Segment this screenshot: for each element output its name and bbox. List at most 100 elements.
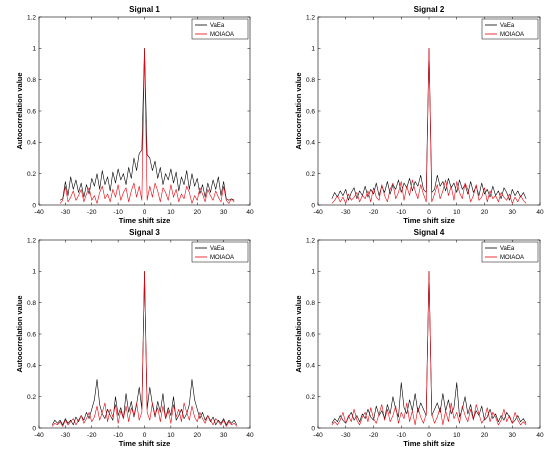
x-tick-label: -20 (369, 432, 379, 439)
y-axis-label: Autocorrelation value (294, 295, 303, 372)
y-tick-label: 1.2 (27, 14, 36, 21)
y-axis-label: Autocorrelation value (15, 295, 24, 372)
x-tick-label: 20 (481, 209, 489, 216)
series-line-moiaoa (51, 271, 238, 427)
legend: VaEa MOIAOA (481, 18, 539, 40)
x-tick-label: -20 (87, 209, 97, 216)
x-tick-label: 10 (453, 209, 461, 216)
y-tick-label: 0.8 (306, 300, 315, 307)
chart-title: Signal 2 (414, 5, 445, 14)
legend: VaEa MOIAOA (191, 18, 249, 40)
x-tick-label: 40 (246, 209, 254, 216)
y-tick-label: 0.2 (306, 171, 315, 178)
legend-label: MOIAOA (500, 32, 524, 38)
chart-3: -40 -30 -20 -10 0 10 20 30 40 0 0.2 0.4 0.6 0.8 1 1.2 Si… (15, 228, 254, 448)
legend: VaEa MOIAOA (191, 241, 249, 263)
x-tick-label: 30 (509, 209, 517, 216)
x-tick-label: 10 (453, 432, 461, 439)
x-tick-label: 30 (509, 432, 517, 439)
series-line-vaea (59, 48, 235, 201)
chart-title: Signal 3 (129, 228, 160, 237)
x-tick-label: -10 (397, 432, 407, 439)
x-tick-label: -10 (113, 432, 123, 439)
y-tick-label: 0 (32, 202, 36, 209)
y-axis-label: Autocorrelation value (15, 72, 24, 149)
x-tick-label: -10 (113, 209, 123, 216)
y-tick-label: 0.8 (306, 77, 315, 84)
y-tick-label: 0.6 (27, 331, 36, 338)
x-tick-label: -20 (87, 432, 97, 439)
y-tick-label: 1 (32, 269, 36, 276)
x-tick-label: 10 (167, 209, 175, 216)
x-axis-label: Time shift size (403, 216, 455, 225)
x-tick-label: 20 (194, 209, 202, 216)
x-tick-label: 20 (481, 432, 489, 439)
y-tick-label: 0.8 (27, 300, 36, 307)
x-tick-label: 40 (536, 209, 544, 216)
legend: VaEa MOIAOA (481, 241, 539, 263)
y-tick-label: 0.4 (27, 363, 36, 370)
x-tick-label: -30 (61, 209, 71, 216)
y-tick-label: 1.2 (306, 14, 315, 21)
y-tick-label: 0 (311, 425, 315, 432)
y-axis-label: Autocorrelation value (294, 72, 303, 149)
x-tick-label: 10 (167, 432, 175, 439)
x-tick-label: -40 (34, 209, 44, 216)
chart-4: -40 -30 -20 -10 0 10 20 30 40 0 0.2 0.4 0.6 0.8 1 1.2 Si… (294, 228, 544, 448)
x-tick-label: -30 (341, 209, 351, 216)
x-axis-label: Time shift size (119, 439, 171, 448)
x-tick-label: -20 (369, 209, 379, 216)
x-tick-label: 0 (143, 209, 147, 216)
plot-area (38, 239, 251, 429)
legend-label: MOIAOA (210, 255, 234, 261)
chart-title: Signal 4 (414, 228, 445, 237)
plot-area (317, 16, 541, 206)
y-tick-label: 1 (311, 269, 315, 276)
y-tick-label: 0.4 (27, 140, 36, 147)
y-tick-label: 0.2 (306, 394, 315, 401)
x-tick-label: 40 (246, 432, 254, 439)
series-line-moiaoa (331, 271, 527, 426)
y-tick-label: 0.2 (27, 171, 36, 178)
y-tick-label: 1.2 (306, 237, 315, 244)
legend-label: VaEa (500, 23, 515, 29)
x-tick-label: 30 (220, 432, 228, 439)
y-tick-label: 0 (32, 425, 36, 432)
x-axis-label: Time shift size (119, 216, 171, 225)
x-tick-label: -40 (34, 432, 44, 439)
y-tick-label: 0.8 (27, 77, 36, 84)
x-tick-label: 40 (536, 432, 544, 439)
y-tick-label: 0.6 (27, 108, 36, 115)
x-tick-label: -30 (61, 432, 71, 439)
x-tick-label: 30 (220, 209, 228, 216)
series-line-moiaoa (331, 48, 527, 204)
legend-label: VaEa (500, 246, 515, 252)
x-axis-label: Time shift size (403, 439, 455, 448)
y-tick-label: 0.4 (306, 363, 315, 370)
x-tick-label: 0 (427, 209, 431, 216)
legend-label: VaEa (210, 23, 225, 29)
chart-title: Signal 1 (129, 5, 160, 14)
series-line-moiaoa (59, 48, 235, 204)
x-tick-label: 0 (427, 432, 431, 439)
x-tick-label: -30 (341, 432, 351, 439)
y-tick-label: 0.6 (306, 108, 315, 115)
y-tick-label: 1 (32, 46, 36, 53)
y-tick-label: 0 (311, 202, 315, 209)
x-tick-label: 0 (143, 432, 147, 439)
plot-area (317, 239, 541, 429)
y-tick-label: 0.6 (306, 331, 315, 338)
x-tick-label: -10 (397, 209, 407, 216)
x-tick-label: -40 (313, 209, 323, 216)
x-tick-label: 20 (194, 432, 202, 439)
y-tick-label: 0.2 (27, 394, 36, 401)
y-tick-label: 1 (311, 46, 315, 53)
legend-label: MOIAOA (210, 32, 234, 38)
legend-label: VaEa (210, 246, 225, 252)
y-tick-label: 0.4 (306, 140, 315, 147)
chart-1: -40 -30 -20 -10 0 10 20 30 40 0 0.2 0.4 0.6 0.8 1 1.2 Si… (15, 5, 254, 225)
legend-label: MOIAOA (500, 255, 524, 261)
chart-2: -40 -30 -20 -10 0 10 20 30 40 0 0.2 0.4 0.6 0.8 1 1.2 Si… (294, 5, 544, 225)
y-tick-label: 1.2 (27, 237, 36, 244)
